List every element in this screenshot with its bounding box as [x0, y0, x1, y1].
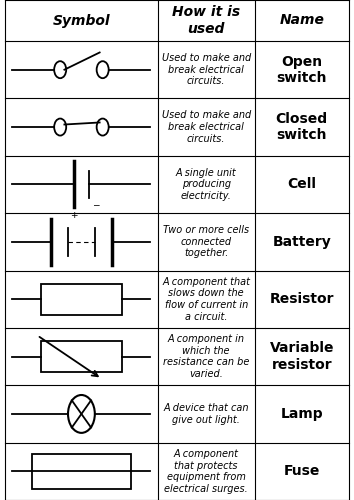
Text: −: − [92, 200, 99, 209]
Text: Lamp: Lamp [280, 407, 323, 421]
Text: Variable
resistor: Variable resistor [269, 342, 334, 372]
Text: A component
that protects
equipment from
electrical surges.: A component that protects equipment from… [164, 449, 248, 494]
Text: Battery: Battery [273, 235, 331, 249]
Bar [41, 341, 122, 372]
Text: A component that
slows down the
flow of current in
a circuit.: A component that slows down the flow of … [162, 277, 250, 322]
Text: A single unit
producing
electricity.: A single unit producing electricity. [176, 168, 236, 201]
Text: Open
switch: Open switch [276, 54, 327, 85]
Text: Cell: Cell [287, 178, 316, 192]
Bar [41, 284, 122, 314]
Text: Two or more cells
connected
together.: Two or more cells connected together. [163, 225, 249, 258]
Text: Fuse: Fuse [284, 464, 320, 478]
Text: Closed
switch: Closed switch [276, 112, 328, 142]
Bar [32, 454, 131, 488]
Text: Used to make and
break electrical
circuits.: Used to make and break electrical circui… [161, 110, 251, 144]
Text: Used to make and
break electrical
circuits.: Used to make and break electrical circui… [161, 53, 251, 86]
Text: Name: Name [279, 14, 324, 28]
Text: A device that can
give out light.: A device that can give out light. [164, 403, 249, 424]
Text: Symbol: Symbol [53, 14, 110, 28]
Text: Resistor: Resistor [269, 292, 334, 306]
Text: A component in
which the
resistance can be
varied.: A component in which the resistance can … [163, 334, 249, 379]
Text: +: + [70, 212, 78, 220]
Text: How it is
used: How it is used [172, 6, 240, 36]
